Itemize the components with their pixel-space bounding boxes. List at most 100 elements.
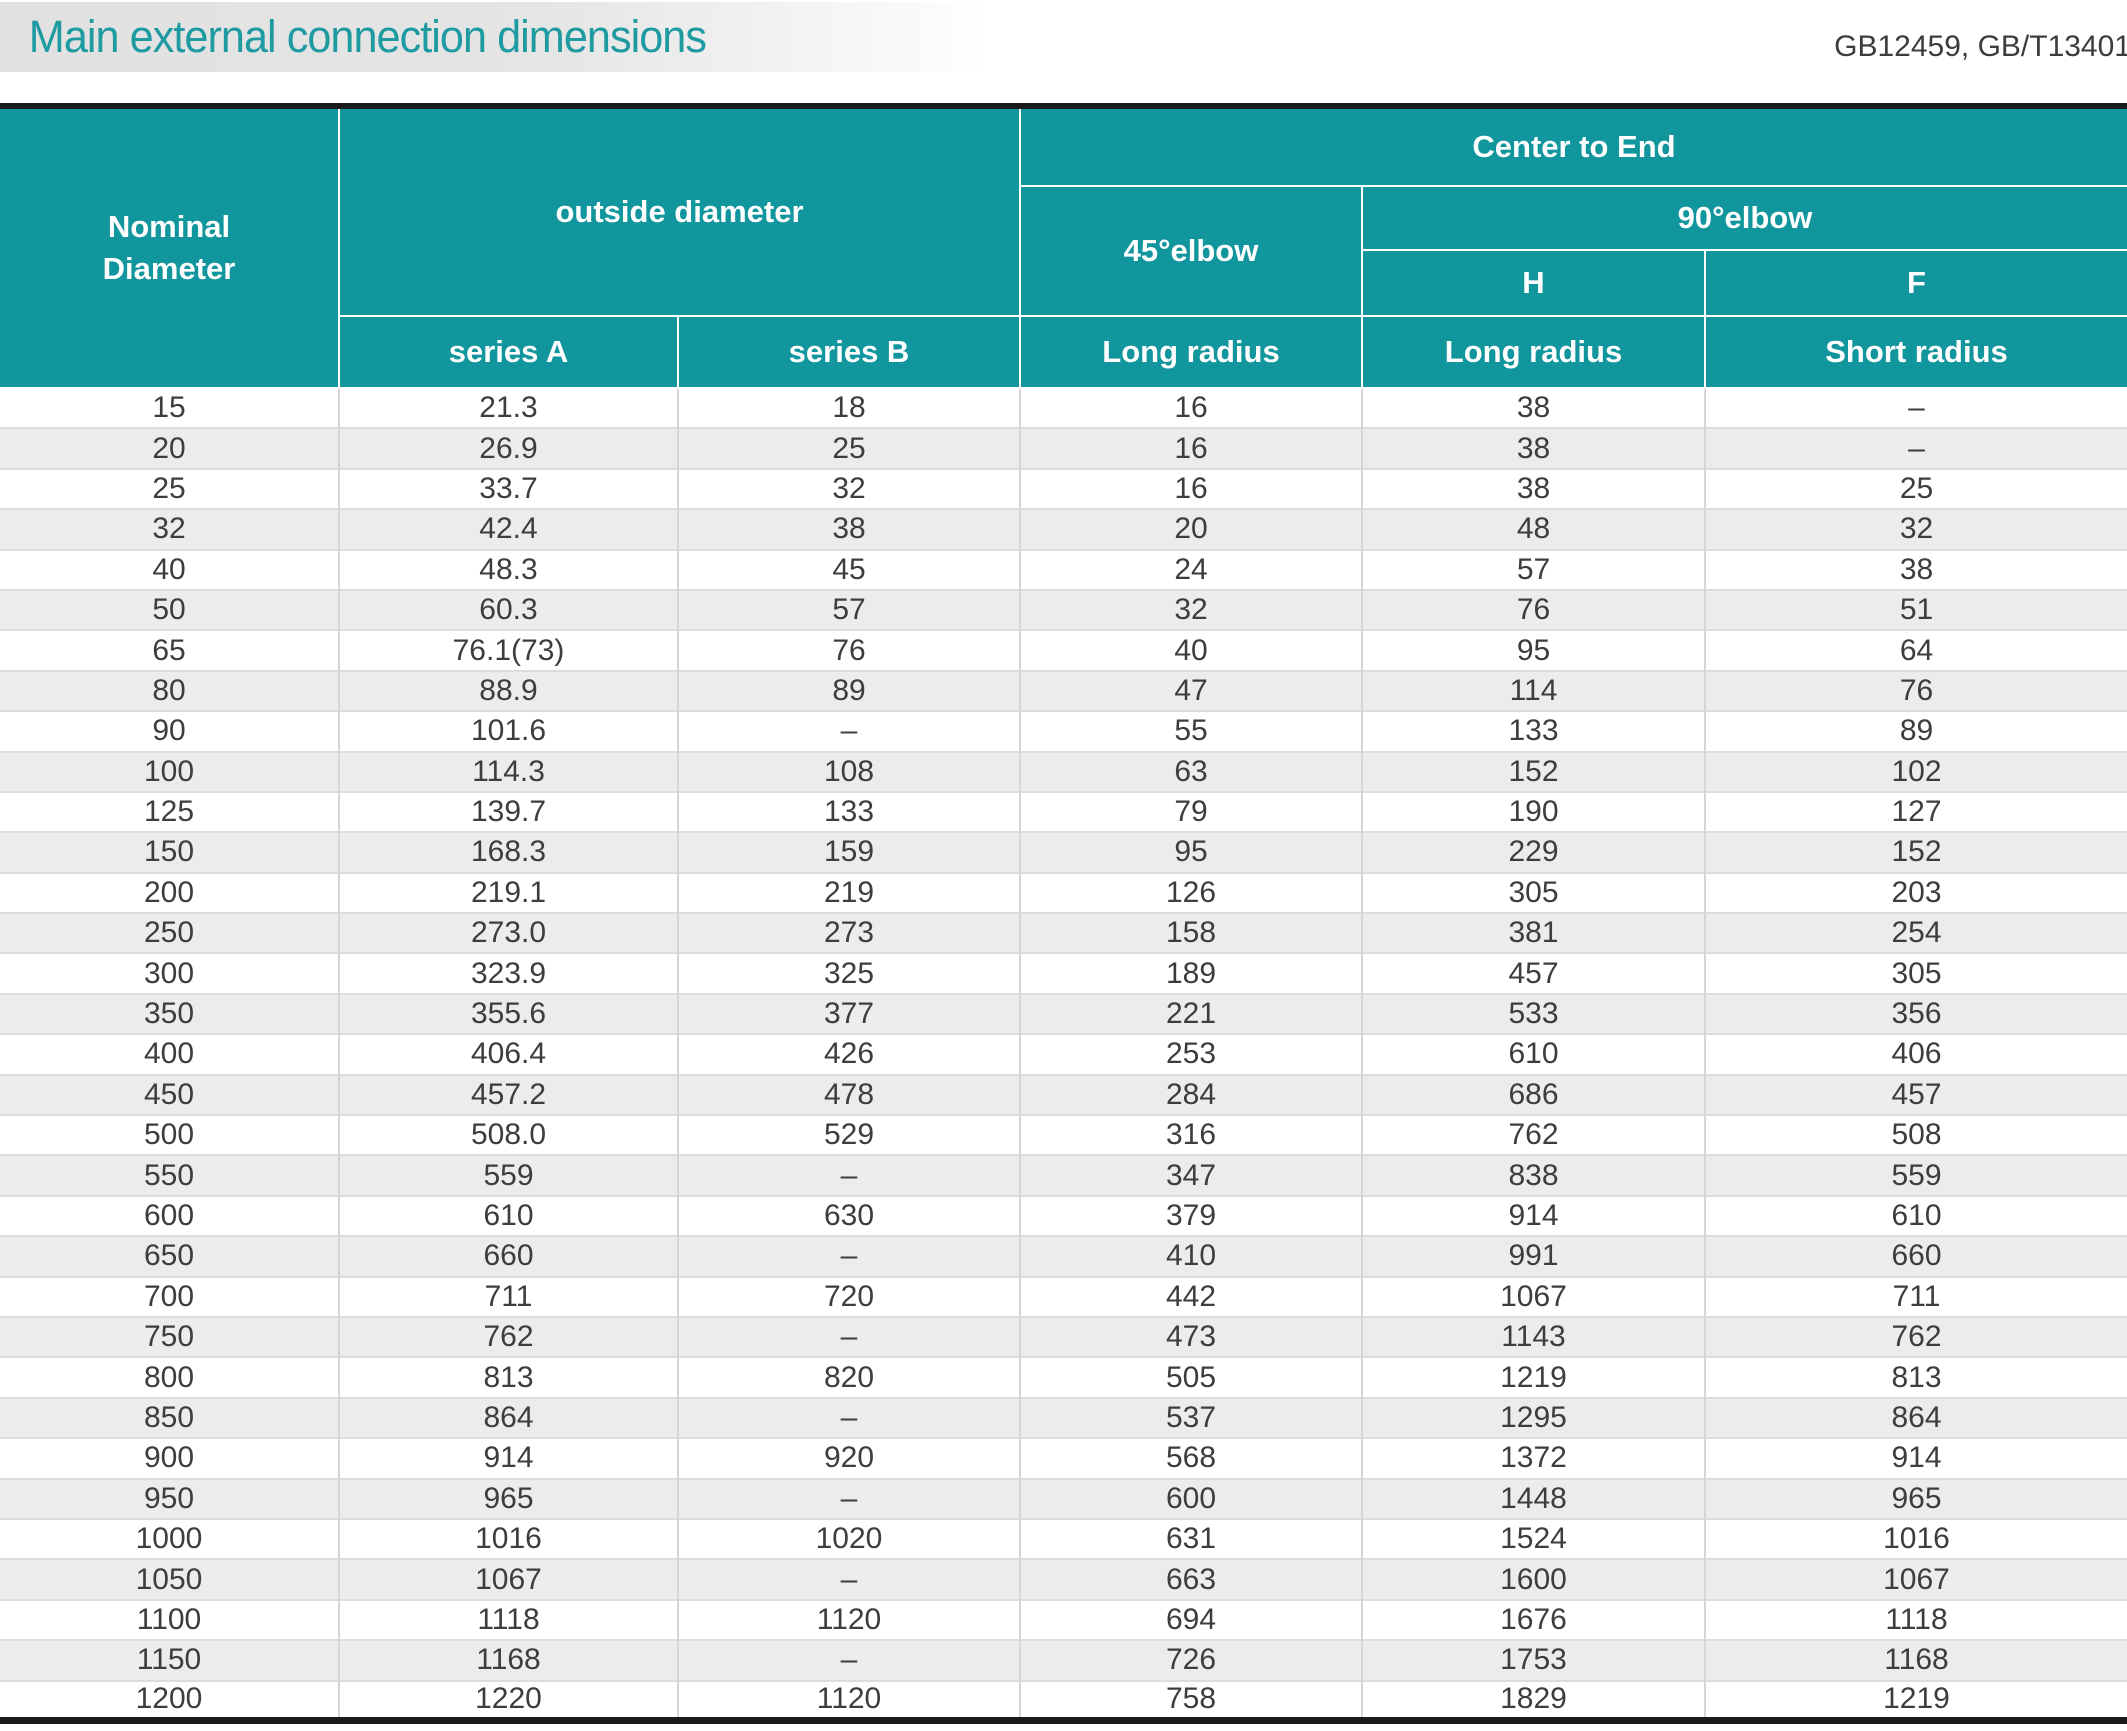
dimensions-table: Nominal Diameter outside diameter Center…: [0, 103, 2127, 1724]
table-cell: 273: [678, 913, 1020, 953]
table-cell: 838: [1362, 1155, 1705, 1195]
table-cell: 920: [678, 1438, 1020, 1478]
table-cell: 38: [1362, 428, 1705, 468]
table-cell: 700: [0, 1277, 339, 1317]
table-cell: 1067: [1705, 1559, 2127, 1599]
table-cell: 442: [1020, 1277, 1362, 1317]
header-h: H: [1362, 250, 1705, 316]
table-cell: 64: [1705, 630, 2127, 670]
table-row: 200219.1219126305203: [0, 873, 2127, 913]
table-cell: 900: [0, 1438, 339, 1478]
table-cell: 750: [0, 1317, 339, 1357]
table-cell: 159: [678, 832, 1020, 872]
table-cell: 600: [0, 1196, 339, 1236]
table-row: 2533.732163825: [0, 469, 2127, 509]
table-row: 750762–4731143762: [0, 1317, 2127, 1357]
table-cell: 219.1: [339, 873, 678, 913]
table-cell: 90: [0, 711, 339, 751]
header-nominal-diameter: Nominal Diameter: [0, 106, 339, 388]
table-cell: 356: [1705, 994, 2127, 1034]
table-cell: 762: [1362, 1115, 1705, 1155]
header-f-short-radius: Short radius: [1705, 316, 2127, 388]
table-row: 5060.357327651: [0, 590, 2127, 630]
table-cell: 508.0: [339, 1115, 678, 1155]
table-cell: 694: [1020, 1600, 1362, 1640]
table-cell: –: [678, 1155, 1020, 1195]
table-cell: 686: [1362, 1075, 1705, 1115]
table-cell: 726: [1020, 1640, 1362, 1680]
table-cell: 57: [678, 590, 1020, 630]
table-cell: –: [678, 1640, 1020, 1680]
table-cell: 63: [1020, 752, 1362, 792]
table-cell: 219: [678, 873, 1020, 913]
table-row: 850864–5371295864: [0, 1398, 2127, 1438]
table-cell: 38: [678, 509, 1020, 549]
title-banner: Main external connection dimensions: [0, 2, 992, 72]
table-cell: 1200: [0, 1681, 339, 1721]
table-cell: 65: [0, 630, 339, 670]
table-cell: 1050: [0, 1559, 339, 1599]
table-cell: 190: [1362, 792, 1705, 832]
table-cell: 250: [0, 913, 339, 953]
table-cell: 426: [678, 1034, 1020, 1074]
table-cell: 32: [678, 469, 1020, 509]
table-cell: 1448: [1362, 1479, 1705, 1519]
table-cell: 1220: [339, 1681, 678, 1721]
table-cell: 203: [1705, 873, 2127, 913]
table-cell: 25: [1705, 469, 2127, 509]
table-cell: 101.6: [339, 711, 678, 751]
table-cell: 400: [0, 1034, 339, 1074]
table-cell: 47: [1020, 671, 1362, 711]
table-cell: 355.6: [339, 994, 678, 1034]
table-cell: 533: [1362, 994, 1705, 1034]
table-cell: 158: [1020, 913, 1362, 953]
table-cell: –: [678, 711, 1020, 751]
table-cell: 38: [1362, 388, 1705, 428]
table-cell: 55: [1020, 711, 1362, 751]
table-cell: 914: [1362, 1196, 1705, 1236]
table-cell: 21.3: [339, 388, 678, 428]
table-cell: 48: [1362, 509, 1705, 549]
header-row-1: Nominal Diameter outside diameter Center…: [0, 106, 2127, 186]
table-cell: 139.7: [339, 792, 678, 832]
table-cell: 379: [1020, 1196, 1362, 1236]
table-cell: 1118: [339, 1600, 678, 1640]
table-cell: 16: [1020, 469, 1362, 509]
table-cell: 16: [1020, 428, 1362, 468]
table-cell: 406.4: [339, 1034, 678, 1074]
table-cell: 300: [0, 953, 339, 993]
table-cell: 1295: [1362, 1398, 1705, 1438]
table-cell: 229: [1362, 832, 1705, 872]
table-cell: 33.7: [339, 469, 678, 509]
header-series-b: series B: [678, 316, 1020, 388]
table-cell: 1600: [1362, 1559, 1705, 1599]
table-cell: 610: [1362, 1034, 1705, 1074]
table-cell: 40: [0, 550, 339, 590]
table-cell: 57: [1362, 550, 1705, 590]
table-cell: 323.9: [339, 953, 678, 993]
table-cell: 650: [0, 1236, 339, 1276]
table-cell: –: [1705, 388, 2127, 428]
table-cell: 76: [1705, 671, 2127, 711]
table-cell: 711: [339, 1277, 678, 1317]
table-row: 1521.3181638–: [0, 388, 2127, 428]
table-cell: 95: [1020, 832, 1362, 872]
table-cell: 529: [678, 1115, 1020, 1155]
table-cell: 25: [0, 469, 339, 509]
page-title: Main external connection dimensions: [0, 11, 706, 63]
table-cell: 38: [1362, 469, 1705, 509]
table-cell: 991: [1362, 1236, 1705, 1276]
table-cell: 253: [1020, 1034, 1362, 1074]
table-cell: 711: [1705, 1277, 2127, 1317]
table-cell: 1100: [0, 1600, 339, 1640]
table-row: 2026.9251638–: [0, 428, 2127, 468]
table-cell: –: [678, 1398, 1020, 1438]
table-cell: 16: [1020, 388, 1362, 428]
table-cell: 559: [1705, 1155, 2127, 1195]
table-cell: –: [678, 1317, 1020, 1357]
table-row: 10501067–66316001067: [0, 1559, 2127, 1599]
table-cell: 864: [1705, 1398, 2127, 1438]
table-cell: 568: [1020, 1438, 1362, 1478]
table-cell: 537: [1020, 1398, 1362, 1438]
table-cell: 76: [1362, 590, 1705, 630]
